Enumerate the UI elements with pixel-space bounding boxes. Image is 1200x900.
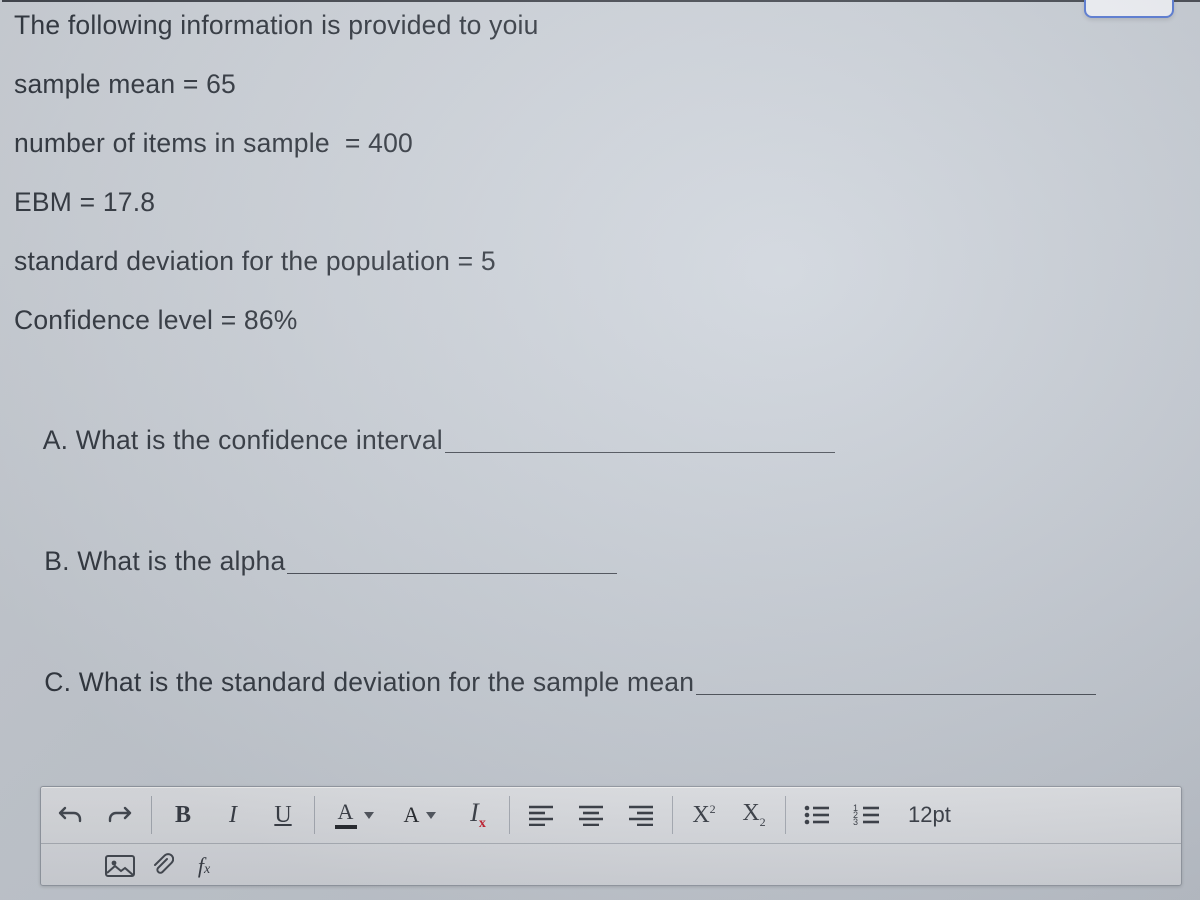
given-sample-mean: sample mean = 65 [14,69,1186,100]
window-top-border [2,0,1200,2]
bullet-list-icon [803,804,831,826]
media-embed-icon [105,855,135,877]
toolbar-separator [509,796,510,834]
font-color-button[interactable]: A [323,792,385,838]
redo-button[interactable] [97,792,143,838]
attachment-icon [150,853,174,879]
toolbar-separator [672,796,673,834]
given-pop-sd: standard deviation for the population = … [14,246,1186,277]
underline-button[interactable]: U [260,792,306,838]
equation-button[interactable]: fx [183,848,225,884]
question-b-text: B. What is the alpha [44,546,285,576]
toolbar-separator [151,796,152,834]
given-n-items: number of items in sample = 400 [14,128,1186,159]
superscript-button[interactable]: X2 [681,792,727,838]
blank-a [445,429,835,453]
blank-c [696,671,1096,695]
top-right-partial-widget [1084,0,1174,18]
svg-text:3: 3 [853,817,858,826]
italic-icon: I [229,802,237,829]
highlight-color-button[interactable]: A [389,792,451,838]
undo-icon [57,804,83,826]
numbered-list-button[interactable]: 1 2 3 [844,792,890,838]
question-a: A. What is the confidence interval [14,394,1186,487]
toolbar-row-2: fx [41,843,1181,887]
given-ebm: EBM = 17.8 [14,187,1186,218]
question-c-text: C. What is the standard deviation for th… [44,667,694,697]
chevron-down-icon [364,812,374,819]
undo-button[interactable] [47,792,93,838]
question-a-text: A. What is the confidence interval [43,425,443,455]
underline-icon: U [274,802,291,829]
attachment-button[interactable] [141,848,183,884]
chevron-down-icon [426,812,436,819]
bold-icon: B [175,802,191,829]
question-b: B. What is the alpha [14,515,1186,608]
given-conf-level: Confidence level = 86% [14,305,1186,336]
question-c: C. What is the standard deviation for th… [14,636,1186,729]
toolbar-separator [314,796,315,834]
align-right-icon [627,804,655,826]
font-color-icon: A [335,801,357,829]
intro-line: The following information is provided to… [14,10,1186,41]
align-left-icon [527,804,555,826]
subscript-icon: X2 [742,800,765,830]
highlight-letter: A [404,804,420,826]
highlight-icon: A [404,804,420,826]
font-size-label[interactable]: 12pt [892,802,962,828]
question-body: The following information is provided to… [0,0,1200,850]
blank-b [287,550,617,574]
align-right-button[interactable] [618,792,664,838]
bullet-list-button[interactable] [794,792,840,838]
align-center-button[interactable] [568,792,614,838]
subscript-button[interactable]: X2 [731,792,777,838]
toolbar-separator [785,796,786,834]
font-color-letter: A [338,801,354,823]
align-center-icon [577,804,605,826]
media-embed-button[interactable] [99,848,141,884]
toolbar-row-1: B I U A A Ix [41,787,1181,843]
editor-toolbar: B I U A A Ix [40,786,1182,886]
superscript-icon: X2 [692,802,715,829]
clear-formatting-button[interactable]: Ix [455,792,501,838]
fx-icon: fx [198,853,210,879]
align-left-button[interactable] [518,792,564,838]
numbered-list-icon: 1 2 3 [853,804,881,826]
redo-icon [107,804,133,826]
bold-button[interactable]: B [160,792,206,838]
italic-button[interactable]: I [210,792,256,838]
clear-formatting-icon: Ix [470,798,486,832]
